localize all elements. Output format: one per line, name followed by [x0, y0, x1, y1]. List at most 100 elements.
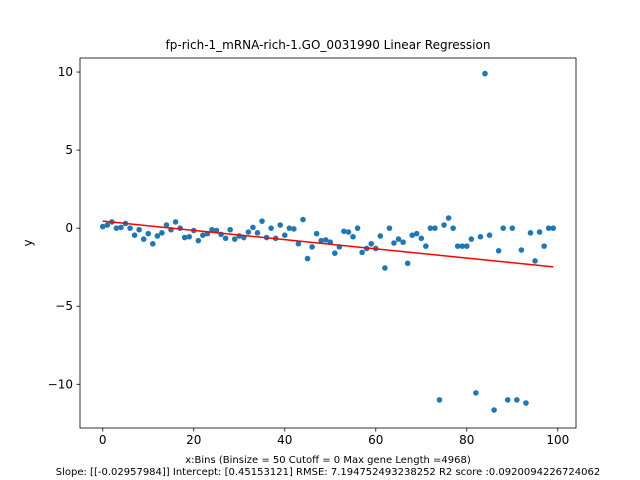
data-point	[309, 244, 315, 250]
data-point	[463, 243, 470, 249]
data-point	[231, 236, 238, 242]
data-point	[131, 232, 138, 238]
data-point	[413, 230, 420, 237]
data-point	[300, 216, 306, 223]
data-point	[409, 232, 415, 238]
data-point	[482, 70, 488, 77]
data-point	[404, 260, 411, 267]
data-point	[504, 397, 511, 403]
data-point	[473, 390, 479, 396]
data-point	[514, 397, 520, 403]
data-point	[136, 226, 142, 233]
data-point	[99, 223, 106, 230]
data-point	[195, 237, 202, 244]
data-point	[368, 240, 375, 247]
data-point	[459, 243, 466, 249]
data-point	[200, 232, 206, 238]
data-point	[359, 249, 365, 256]
data-point	[104, 222, 111, 228]
y-tick-label: 5	[65, 143, 73, 157]
data-point	[295, 240, 302, 247]
data-point	[541, 243, 547, 249]
data-point	[332, 250, 338, 256]
data-point	[304, 255, 311, 262]
x-tick-label: 100	[546, 433, 569, 447]
data-point	[181, 234, 188, 241]
data-point	[313, 230, 320, 237]
data-point	[227, 226, 233, 233]
plot-frame	[79, 57, 577, 429]
data-point	[382, 265, 388, 271]
data-point	[536, 229, 543, 235]
data-point	[268, 225, 274, 231]
data-point	[350, 233, 356, 240]
data-point	[186, 233, 193, 240]
x-axis-label-line-1: x:Bins (Binsize = 50 Cutoff = 0 Max gene…	[185, 455, 471, 466]
data-point	[477, 233, 484, 240]
data-point	[322, 237, 329, 243]
data-point	[118, 224, 124, 231]
x-tick-label: 20	[186, 433, 201, 447]
y-tick-label: 10	[58, 65, 73, 79]
data-point	[140, 236, 147, 242]
data-point	[345, 229, 352, 235]
data-point	[286, 225, 293, 231]
x-tick-label: 0	[99, 433, 107, 447]
y-tick-label: −5	[55, 299, 73, 313]
x-tick-label: 80	[459, 433, 474, 447]
x-tick-label: 60	[368, 433, 383, 447]
data-point	[377, 233, 384, 239]
data-point	[450, 225, 456, 231]
data-point	[532, 258, 538, 264]
y-axis-label: y	[21, 239, 35, 246]
data-point	[127, 225, 133, 231]
plot-marks	[99, 70, 557, 413]
data-point	[154, 233, 161, 239]
data-point	[222, 235, 229, 242]
axes: 0 20 40 60 80 100 −10 −5 0 5 10	[48, 65, 570, 447]
data-point	[145, 230, 152, 237]
data-point	[354, 225, 361, 231]
data-point	[159, 230, 165, 236]
data-point	[172, 219, 179, 225]
data-point	[495, 248, 502, 254]
data-point	[545, 225, 552, 231]
data-point	[250, 224, 256, 231]
data-point	[281, 232, 288, 238]
x-tick-label: 40	[277, 433, 292, 447]
data-point	[527, 230, 534, 236]
data-point	[518, 247, 525, 253]
data-point	[427, 225, 434, 231]
data-point	[391, 240, 397, 246]
data-point	[423, 243, 429, 249]
data-point	[245, 229, 252, 235]
data-point	[468, 236, 475, 242]
data-point	[445, 215, 452, 221]
data-point	[277, 222, 284, 228]
data-point	[386, 225, 393, 231]
data-point	[436, 397, 443, 403]
data-point	[400, 239, 406, 246]
data-point	[441, 222, 447, 228]
data-point	[209, 226, 215, 233]
data-point	[254, 230, 261, 236]
data-point	[318, 237, 324, 244]
data-point	[523, 400, 529, 406]
data-point	[550, 225, 557, 231]
data-point	[486, 232, 493, 238]
data-point	[341, 228, 347, 235]
y-tick-label: −10	[48, 377, 73, 391]
data-point	[432, 225, 438, 231]
data-point	[395, 236, 402, 242]
y-tick-label: 0	[65, 221, 73, 235]
data-point	[291, 226, 297, 232]
regression-line	[102, 220, 554, 268]
data-point	[259, 218, 265, 224]
x-axis-label-line-2: Slope: [[-0.02957984]] Intercept: [0.451…	[56, 467, 600, 478]
data-point	[163, 222, 170, 228]
data-point	[454, 243, 461, 249]
data-point	[113, 225, 120, 231]
data-point	[491, 407, 497, 413]
data-point	[509, 225, 516, 231]
